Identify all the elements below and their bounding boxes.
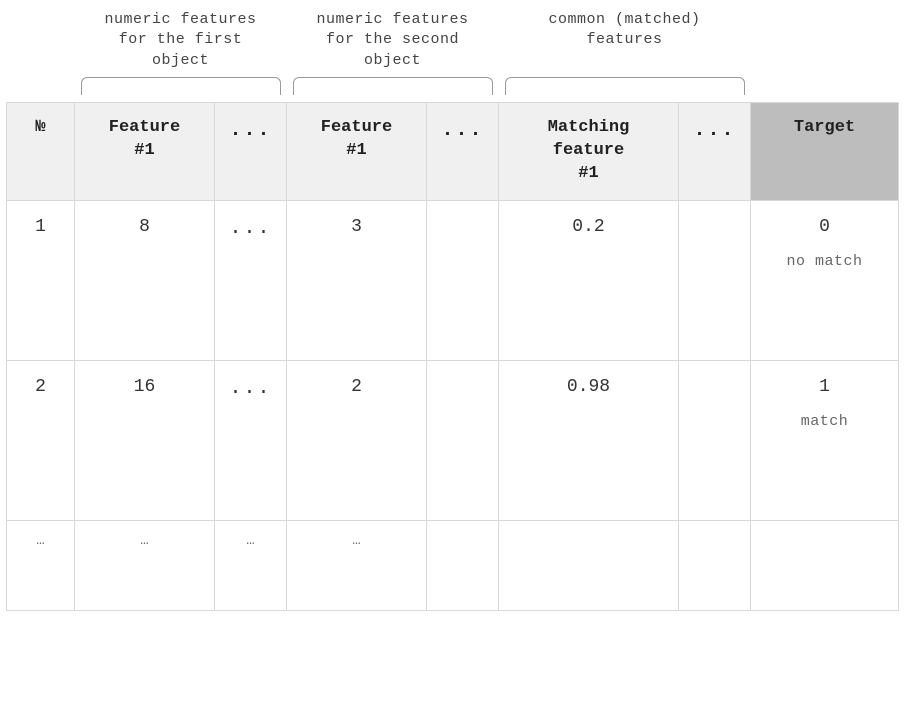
cell-matching-feature: 0.2 bbox=[499, 201, 679, 361]
cell-row-number: 1 bbox=[7, 201, 75, 361]
col-header-ellipsis: ... bbox=[679, 103, 751, 201]
cell-ellipsis: … bbox=[75, 521, 215, 611]
target-sublabel: match bbox=[759, 413, 890, 430]
col-header-ellipsis: ... bbox=[427, 103, 499, 201]
cell-matching-feature: 0.98 bbox=[499, 361, 679, 521]
figure-root: numeric featuresfor the firstobject nume… bbox=[0, 0, 921, 703]
column-group-labels: numeric featuresfor the firstobject nume… bbox=[7, 10, 899, 77]
cell-row-number: 2 bbox=[7, 361, 75, 521]
spacer bbox=[751, 10, 899, 77]
col-header-feature-1b: Feature#1 bbox=[287, 103, 427, 201]
spacer bbox=[7, 10, 75, 77]
group-label-common: common (matched)features bbox=[499, 10, 751, 77]
table-row-continuation: … … … … bbox=[7, 521, 899, 611]
feature-table: numeric featuresfor the firstobject nume… bbox=[6, 10, 899, 611]
cell-empty bbox=[427, 521, 499, 611]
group-label-first-object: numeric featuresfor the firstobject bbox=[75, 10, 287, 77]
cell-ellipsis: … bbox=[7, 521, 75, 611]
cell-feature-1b: 2 bbox=[287, 361, 427, 521]
col-header-ellipsis: ... bbox=[215, 103, 287, 201]
cell-ellipsis bbox=[427, 361, 499, 521]
target-value: 1 bbox=[819, 377, 830, 397]
cell-ellipsis: ... bbox=[215, 201, 287, 361]
cell-ellipsis: … bbox=[215, 521, 287, 611]
col-header-feature-1a: Feature#1 bbox=[75, 103, 215, 201]
target-sublabel: no match bbox=[759, 253, 890, 270]
bracket-second-object bbox=[287, 77, 499, 103]
col-header-matching-feature: Matchingfeature#1 bbox=[499, 103, 679, 201]
cell-empty bbox=[679, 521, 751, 611]
cell-ellipsis bbox=[679, 201, 751, 361]
bracket-common bbox=[499, 77, 751, 103]
bracket-first-object bbox=[75, 77, 287, 103]
group-label-second-object: numeric featuresfor the secondobject bbox=[287, 10, 499, 77]
cell-target: 1 match bbox=[751, 361, 899, 521]
cell-ellipsis bbox=[679, 361, 751, 521]
cell-feature-1a: 8 bbox=[75, 201, 215, 361]
cell-feature-1a: 16 bbox=[75, 361, 215, 521]
cell-empty bbox=[751, 521, 899, 611]
cell-ellipsis: ... bbox=[215, 361, 287, 521]
cell-empty bbox=[499, 521, 679, 611]
cell-ellipsis: … bbox=[287, 521, 427, 611]
target-value: 0 bbox=[819, 217, 830, 237]
cell-ellipsis bbox=[427, 201, 499, 361]
table-row: 1 8 ... 3 0.2 0 no match bbox=[7, 201, 899, 361]
spacer bbox=[751, 77, 899, 103]
cell-feature-1b: 3 bbox=[287, 201, 427, 361]
column-group-brackets bbox=[7, 77, 899, 103]
col-header-target: Target bbox=[751, 103, 899, 201]
spacer bbox=[7, 77, 75, 103]
table-row: 2 16 ... 2 0.98 1 match bbox=[7, 361, 899, 521]
cell-target: 0 no match bbox=[751, 201, 899, 361]
col-header-number: № bbox=[7, 103, 75, 201]
table-header-row: № Feature#1 ... Feature#1 ... Matchingfe… bbox=[7, 103, 899, 201]
